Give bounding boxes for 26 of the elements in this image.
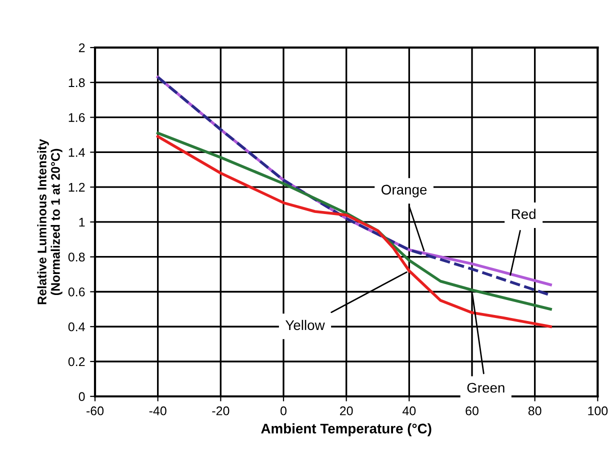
x-tick-label: 20	[340, 406, 353, 416]
x-tick-label: -60	[86, 406, 104, 416]
x-tick-label: 80	[528, 406, 542, 416]
y-tick-label: 0.8	[68, 252, 85, 262]
annotation: Green	[467, 382, 504, 393]
annotation: Orange	[382, 184, 427, 198]
y-tick-label: 1.4	[68, 148, 85, 157]
x-tick-label: 0	[280, 406, 286, 416]
annotation: Red	[512, 208, 536, 220]
x-tick-label: 100	[588, 406, 608, 416]
y-tick-label: 1.8	[68, 78, 85, 88]
x-tick-label: -20	[212, 406, 230, 416]
y-tick-label: 1.2	[68, 182, 85, 192]
y-tick-label: 2	[78, 43, 85, 52]
y-tick-label: 0.4	[68, 322, 85, 332]
x-tick-label: 60	[466, 406, 478, 416]
x-axis-title: Ambient Temperature (°C)	[261, 423, 432, 436]
y-tick-label: 1	[79, 218, 85, 226]
y-tick-label: 0.6	[68, 288, 85, 296]
y-tick-label: 0.2	[68, 357, 85, 366]
y-tick-label: 0	[78, 392, 85, 402]
x-tick-label: -40	[149, 406, 166, 416]
x-tick-label: 40	[402, 406, 416, 416]
annotation: Yellow	[285, 320, 325, 330]
y-axis-title: Relative Luminous Intensity (Normalized to 1 at 20°C)	[37, 139, 62, 304]
y-tick-label: 1.6	[68, 113, 85, 122]
